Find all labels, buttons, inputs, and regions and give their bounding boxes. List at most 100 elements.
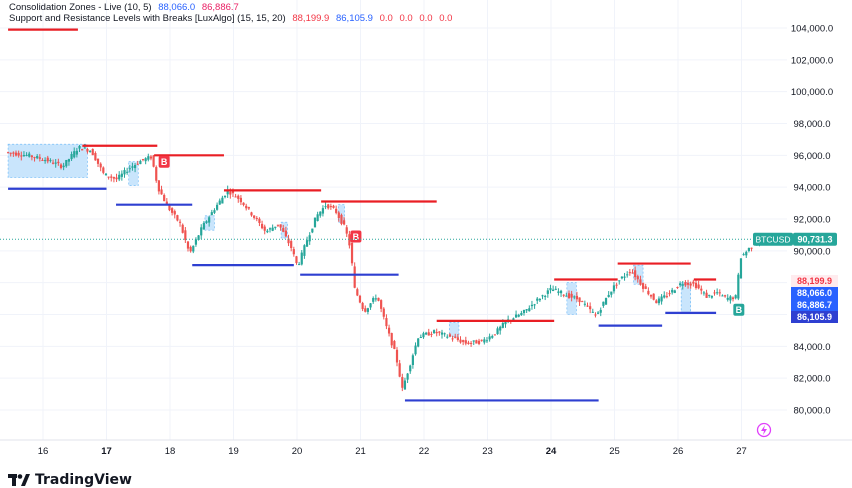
candle-body [591,311,594,313]
candle-body [737,274,740,299]
candle-body [369,303,372,308]
lightning-icon-bolt [761,425,767,435]
candle-body [517,314,520,317]
candle-body [350,242,354,264]
candle-body [202,222,205,230]
candle-body [380,300,383,309]
candle-body [86,148,89,152]
candle-body [160,189,163,195]
candle-body [255,217,258,220]
legend-consolidation-zones[interactable]: Consolidation Zones - Live (10, 5) 88,06… [9,2,243,13]
candle-body [641,283,645,289]
candle-body [530,304,534,307]
candle-body [446,336,449,338]
candle-body [319,211,322,216]
candle-body [488,336,491,340]
candle-body [512,318,515,321]
candle-body [91,148,94,156]
candle-body [475,340,478,344]
plot-area[interactable] [0,0,787,440]
candle-body [567,293,571,299]
legend-support-resistance[interactable]: Support and Resistance Levels with Break… [9,13,456,24]
candle-body [631,272,634,274]
candle-body [467,342,470,344]
candle-body [287,238,290,244]
indicator-price-badge-text: 88,199.9 [797,276,832,286]
candle-body [311,228,314,233]
candle-body [324,206,327,208]
candle-body [615,284,618,286]
candle-body [604,298,608,305]
candle-body [731,297,735,300]
candle-body [387,327,391,334]
symbol-tag [753,232,793,246]
candle-body [57,161,60,164]
candle-body [221,197,224,204]
candle-body [14,152,18,156]
candle-body [583,303,586,305]
candle-body [435,331,438,334]
candle-body [454,336,457,338]
tradingview-watermark[interactable]: TradingView [8,472,132,488]
candle-body [723,295,727,297]
candle-body [716,292,719,294]
candle-body [321,208,325,214]
candle-body [586,305,589,307]
candle-body [710,295,713,298]
candle-body [234,196,237,198]
break-label: B [733,303,745,316]
candle-body [483,339,486,343]
candle-body [348,234,351,246]
candle-body [729,296,732,301]
candle-body [292,249,295,255]
candle-body [152,155,155,167]
candle-body [38,157,41,159]
candle-body [440,332,444,335]
candle-body [541,295,544,297]
y-tick-label: 100,000.0 [791,87,833,98]
indicator-price-badge [791,287,838,299]
candle-body [65,159,68,167]
candle-body [342,220,346,225]
candle-body [747,247,751,251]
candle-body [295,256,298,263]
lightning-icon[interactable] [756,422,772,438]
candle-body [377,297,380,301]
candle-body [401,377,404,388]
tradingview-logo-icon [8,474,30,486]
y-tick-label: 92,000.0 [794,215,831,226]
candle-body [520,313,523,316]
candle-body [702,292,706,294]
x-tick-label: 22 [419,446,430,457]
legend-snr-zero-3: 0.0 [419,13,433,24]
legend-snr-value-2: 86,105.9 [335,13,373,24]
candle-body [73,151,76,158]
y-tick-label: 104,000.0 [791,24,833,35]
candle-body [610,291,613,295]
y-tick-label: 82,000.0 [794,374,831,385]
candle-body [493,334,497,336]
candle-body [83,147,86,149]
candle-body [237,195,240,199]
candle-body [403,380,407,390]
candle-body [647,290,650,295]
consolidation-zone [337,204,345,223]
candle-body [528,308,531,312]
candle-body [432,330,436,334]
candle-body [337,212,340,218]
current-price-tag-text: 90,731.3 [797,234,832,244]
x-tick-label: 25 [609,446,620,457]
candle-body [99,163,102,168]
candle-body [462,340,465,342]
candle-body [226,189,229,195]
candle-body [208,217,211,223]
legend-consolidation-name: Consolidation Zones - Live (10, 5) [9,2,152,13]
candle-body [554,288,557,290]
candle-body [41,160,44,162]
price-axis[interactable] [787,0,852,440]
candle-body [268,228,272,230]
candle-body [525,309,528,311]
current-price-tag [793,232,837,246]
candle-body [67,159,71,162]
